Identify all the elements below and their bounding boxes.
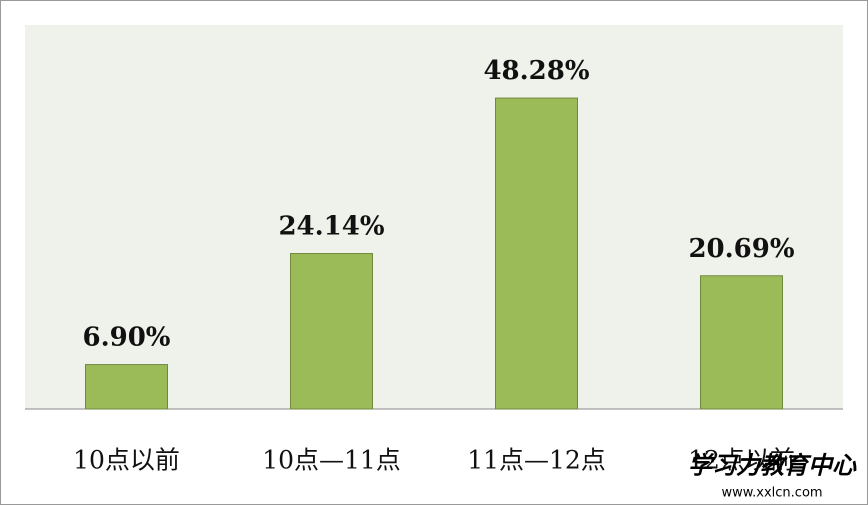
- value-label: 24.14%: [278, 212, 384, 242]
- watermark-url: www.xxlcn.com: [721, 486, 822, 501]
- bar: [495, 97, 578, 410]
- x-tick-label: 12点以前: [688, 446, 795, 475]
- x-tick-label: 10点以前: [73, 446, 180, 475]
- bar: [290, 253, 373, 410]
- bar: [85, 364, 168, 410]
- value-label: 6.90%: [82, 323, 170, 353]
- value-label: 48.28%: [483, 56, 589, 86]
- marks: 6.90% 10点以前 24.14% 10点—11点 48.28% 11点—12点 20.6…: [73, 56, 795, 474]
- watermark-title: 学习力教育中心: [688, 451, 857, 480]
- x-tick-label: 11点—12点: [467, 446, 606, 475]
- x-tick-label: 10点—11点: [262, 446, 401, 475]
- value-label: 20.69%: [688, 234, 794, 264]
- bar: [700, 275, 783, 410]
